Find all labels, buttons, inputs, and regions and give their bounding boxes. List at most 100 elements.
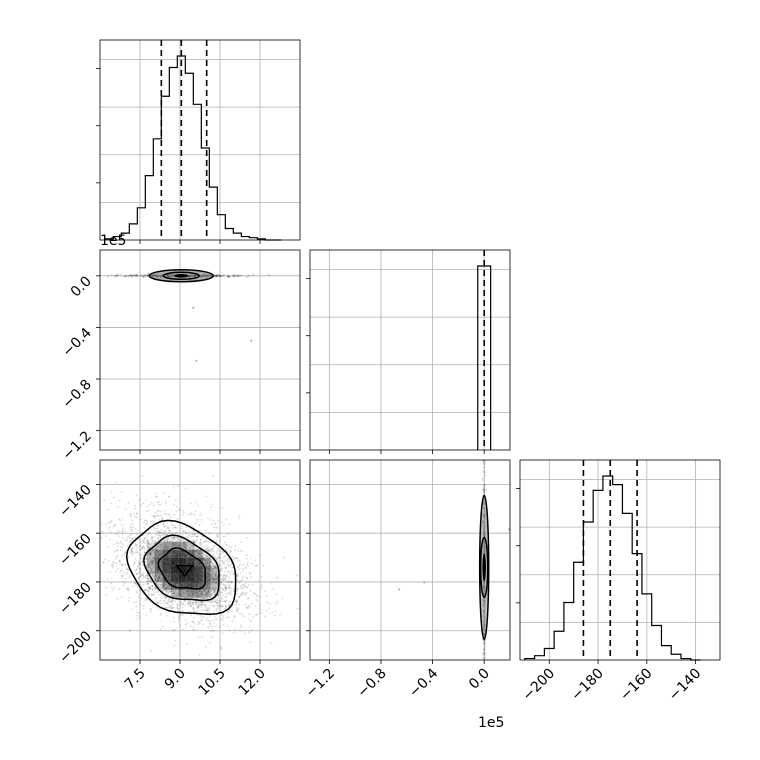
sample-point [163, 547, 166, 550]
sample-point [249, 589, 252, 592]
sample-point [170, 607, 173, 610]
sample-point [241, 550, 244, 552]
sample-point [193, 628, 196, 631]
sample-point [209, 561, 212, 564]
sample-point [165, 589, 168, 592]
sample-point [208, 619, 211, 622]
sample-point [236, 600, 239, 603]
sample-point [224, 583, 227, 586]
sample-point [207, 591, 209, 594]
sample-point [146, 554, 149, 557]
sample-point [146, 274, 149, 277]
sample-point [135, 546, 138, 548]
sample-point [182, 541, 185, 544]
sample-point [183, 542, 186, 545]
sample-point [147, 578, 150, 581]
density-cell [178, 589, 187, 598]
sample-point [207, 557, 210, 560]
sample-point [148, 531, 151, 534]
sample-point [225, 605, 227, 608]
sample-point [205, 548, 208, 551]
sample-point [193, 535, 196, 538]
sample-point [239, 549, 242, 552]
sample-point [245, 607, 248, 609]
sample-point [105, 593, 108, 596]
sample-point [164, 597, 167, 600]
sample-point [274, 614, 276, 617]
sample-point [283, 556, 285, 559]
sample-point [216, 549, 219, 552]
sample-point [220, 600, 222, 603]
sample-point [139, 604, 141, 606]
sample-point [205, 539, 208, 542]
sample-point [139, 590, 142, 593]
sample-point [205, 560, 207, 563]
sample-point [180, 589, 183, 592]
sample-point [192, 626, 195, 628]
sample-point [199, 512, 202, 515]
sample-point [119, 545, 122, 548]
sample-point [142, 275, 145, 277]
sample-point [207, 588, 210, 591]
sample-point [232, 273, 235, 276]
sample-point [245, 276, 248, 278]
sample-point [220, 582, 222, 584]
sample-point [211, 625, 214, 628]
sample-point [483, 649, 486, 651]
sample-point [210, 593, 213, 596]
sample-point [142, 604, 145, 607]
sample-point [169, 532, 172, 535]
sample-point [138, 612, 141, 614]
sample-point [155, 550, 158, 553]
density-cell [170, 549, 179, 558]
sample-point [139, 557, 142, 560]
outlier-point [195, 359, 198, 362]
sample-point [149, 565, 152, 568]
sample-point [230, 581, 233, 584]
sample-point [135, 551, 137, 554]
sample-point [232, 275, 235, 278]
sample-point [166, 513, 169, 516]
sample-point [149, 586, 152, 588]
sample-point [130, 541, 132, 543]
sample-point [175, 510, 178, 513]
sample-point [119, 571, 122, 573]
sample-point [182, 592, 185, 595]
sample-point [162, 585, 164, 588]
sample-point [245, 586, 248, 589]
sample-point [215, 608, 218, 611]
sample-point [227, 571, 230, 574]
sample-point [178, 624, 181, 627]
sample-point [258, 604, 261, 606]
sample-point [224, 549, 227, 551]
sample-point [212, 570, 215, 573]
sample-point [172, 545, 175, 548]
density-cell [170, 573, 179, 582]
sample-point [145, 597, 147, 600]
sample-point [194, 514, 196, 517]
sample-point [224, 595, 227, 598]
sample-point [136, 512, 138, 515]
sample-point [168, 600, 171, 603]
sample-point [220, 614, 223, 617]
sample-point [146, 520, 149, 523]
sample-point [152, 556, 155, 558]
sample-point [127, 589, 130, 592]
sample-point [153, 557, 155, 560]
sample-point [214, 586, 217, 589]
sample-point [111, 585, 113, 588]
sample-point [146, 544, 149, 547]
sample-point [136, 551, 139, 554]
sample-point [140, 560, 143, 563]
sample-point [241, 613, 243, 616]
sample-point [180, 601, 182, 604]
sample-point [115, 562, 118, 565]
sample-point [221, 552, 224, 554]
sample-point [216, 275, 219, 278]
density-cell [186, 565, 195, 574]
sample-point [166, 602, 169, 605]
sample-point [210, 604, 212, 607]
sample-point [122, 571, 125, 574]
sample-point [216, 578, 218, 580]
